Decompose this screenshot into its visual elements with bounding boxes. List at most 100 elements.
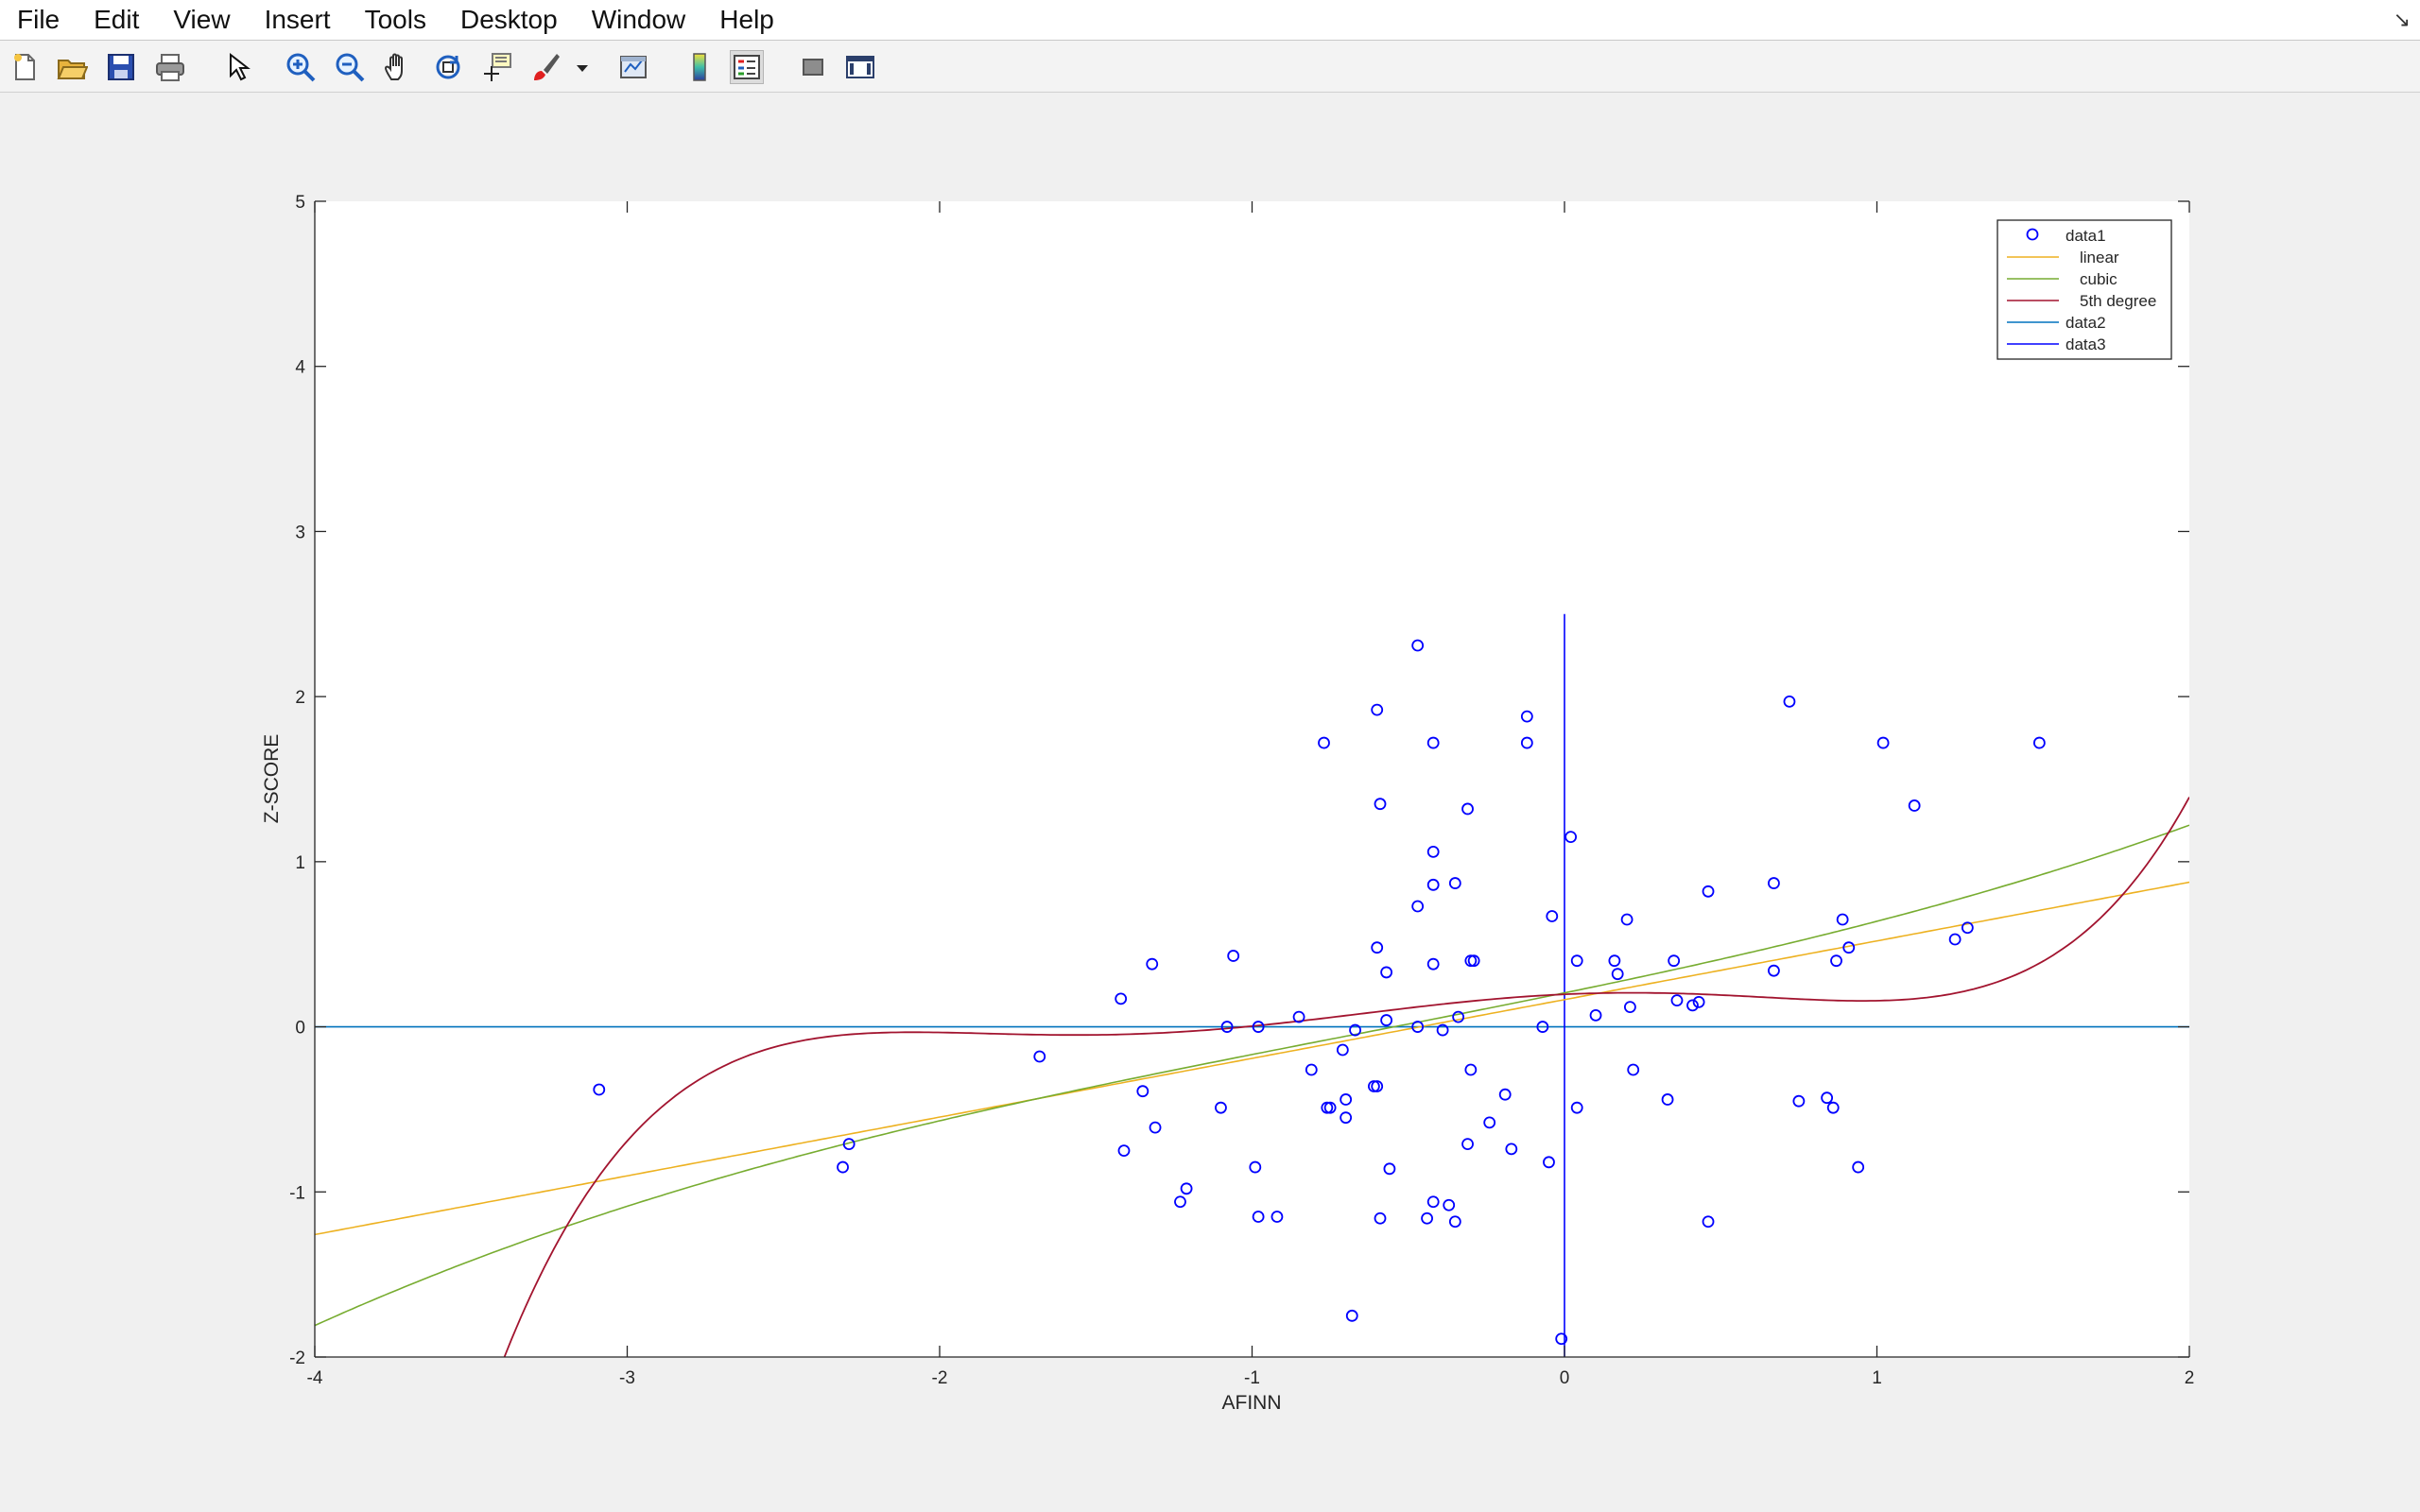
axes[interactable]: -4 -3 -2 -1 0 1 2 -2 -1 0 1 2 3 4 5 AFINN Z-SCORE xyxy=(261,193,2194,1512)
data-point xyxy=(1374,798,1387,811)
data-point xyxy=(837,1160,849,1174)
x-tick-label: 0 xyxy=(1560,1368,1570,1388)
x-tick-label: -3 xyxy=(619,1368,635,1388)
data-point xyxy=(1668,954,1681,968)
scatter-points xyxy=(593,639,2046,1346)
colorbar-icon[interactable] xyxy=(683,50,717,84)
y-tick-label: 4 xyxy=(295,358,305,378)
x-axis-ticks: -4 -3 -2 -1 0 1 2 xyxy=(307,201,2194,1388)
data-point xyxy=(1821,1091,1834,1105)
data-cursor-icon[interactable] xyxy=(480,50,514,84)
data-point xyxy=(1174,1195,1186,1209)
data-point xyxy=(1367,1080,1380,1092)
menu-help[interactable]: Help xyxy=(719,5,774,34)
data-point xyxy=(1215,1101,1227,1114)
data-point xyxy=(1426,1195,1440,1209)
data-point xyxy=(1661,1093,1674,1106)
fit-curves xyxy=(315,613,2189,1357)
data-point xyxy=(1505,1143,1518,1156)
y-tick-label: 3 xyxy=(295,523,305,542)
zoom-in-icon[interactable] xyxy=(284,50,318,84)
data-point xyxy=(1411,639,1425,652)
menu-window[interactable]: Window xyxy=(591,5,686,34)
legend-entry-label: cubic xyxy=(2080,270,2118,288)
menu-desktop[interactable]: Desktop xyxy=(459,5,558,34)
print-icon[interactable] xyxy=(153,50,187,84)
zoom-out-icon[interactable] xyxy=(333,50,367,84)
open-file-icon[interactable] xyxy=(55,50,89,84)
edit-plot-arrow-icon[interactable] xyxy=(221,50,255,84)
plot-area[interactable] xyxy=(315,201,2189,1357)
data-point xyxy=(1624,1001,1636,1014)
data-point xyxy=(1448,877,1461,889)
data-point xyxy=(1783,695,1796,708)
data-point xyxy=(1421,1211,1433,1225)
dock-arrow-icon[interactable]: ↘ xyxy=(2393,8,2411,31)
y-tick-label: -1 xyxy=(289,1183,305,1203)
y-tick-label: 0 xyxy=(295,1019,305,1039)
menu-file[interactable]: File xyxy=(17,5,60,34)
data-point xyxy=(842,1138,856,1151)
data-point xyxy=(1702,1215,1715,1228)
data-point xyxy=(1836,913,1849,926)
data-point xyxy=(1448,1215,1461,1228)
data-point xyxy=(1483,1116,1496,1129)
data-point xyxy=(1464,954,1478,968)
y-tick-label: 5 xyxy=(295,193,305,213)
rotate-3d-icon[interactable] xyxy=(431,50,465,84)
y-tick-label: 2 xyxy=(295,688,305,708)
data-point xyxy=(1555,1332,1568,1346)
data-point xyxy=(1461,802,1474,816)
data-point xyxy=(1570,1101,1583,1114)
data-point xyxy=(1692,995,1705,1008)
new-figure-icon[interactable] xyxy=(8,50,42,84)
pan-hand-icon[interactable] xyxy=(382,50,416,84)
menu-insert[interactable]: Insert xyxy=(264,5,331,34)
hide-plot-tools-icon[interactable] xyxy=(796,50,830,84)
data-point xyxy=(1686,999,1699,1012)
data-point xyxy=(1852,1160,1865,1174)
data-point xyxy=(1702,885,1715,898)
show-plot-tools-icon[interactable] xyxy=(843,50,877,84)
data-point xyxy=(1452,1010,1465,1023)
data-point xyxy=(1608,954,1621,968)
data-point xyxy=(1426,878,1440,891)
data-point xyxy=(1948,933,1962,946)
data-point xyxy=(1464,1063,1478,1076)
data-point xyxy=(1876,736,1890,749)
brush-dropdown-icon[interactable] xyxy=(571,50,594,84)
data-point xyxy=(593,1083,606,1096)
link-plot-icon[interactable] xyxy=(616,50,650,84)
menu-tools[interactable]: Tools xyxy=(364,5,426,34)
legend-entry-label: data3 xyxy=(2066,335,2106,353)
data-point xyxy=(1411,1021,1425,1033)
data-point xyxy=(1227,950,1240,962)
brush-icon[interactable] xyxy=(529,50,563,84)
data-point xyxy=(1443,1198,1456,1211)
legend[interactable]: data1 linear cubic 5th degree data2 data3 xyxy=(1996,219,2172,360)
data-point xyxy=(1345,1309,1358,1322)
legend-icon[interactable] xyxy=(730,50,764,84)
data-point xyxy=(1792,1094,1806,1108)
menu-view[interactable]: View xyxy=(173,5,231,34)
menu-edit[interactable]: Edit xyxy=(94,5,140,34)
data-point xyxy=(1520,736,1533,749)
data-point xyxy=(1115,992,1128,1005)
figure-toolbar xyxy=(0,41,2420,93)
data-point xyxy=(1349,1023,1361,1037)
data-point xyxy=(1768,877,1780,889)
data-point xyxy=(1467,954,1480,968)
data-point xyxy=(1570,954,1583,968)
x-axis-label: AFINN xyxy=(1222,1392,1282,1414)
data-point xyxy=(1426,736,1440,749)
data-point xyxy=(1411,900,1425,913)
save-icon[interactable] xyxy=(104,50,138,84)
data-point xyxy=(1498,1088,1512,1101)
data-point xyxy=(1340,1111,1353,1125)
data-point xyxy=(1380,1014,1393,1026)
data-point xyxy=(1908,799,1921,812)
data-point xyxy=(1961,921,1974,935)
data-point xyxy=(1536,1021,1549,1033)
data-point xyxy=(2032,736,2046,749)
